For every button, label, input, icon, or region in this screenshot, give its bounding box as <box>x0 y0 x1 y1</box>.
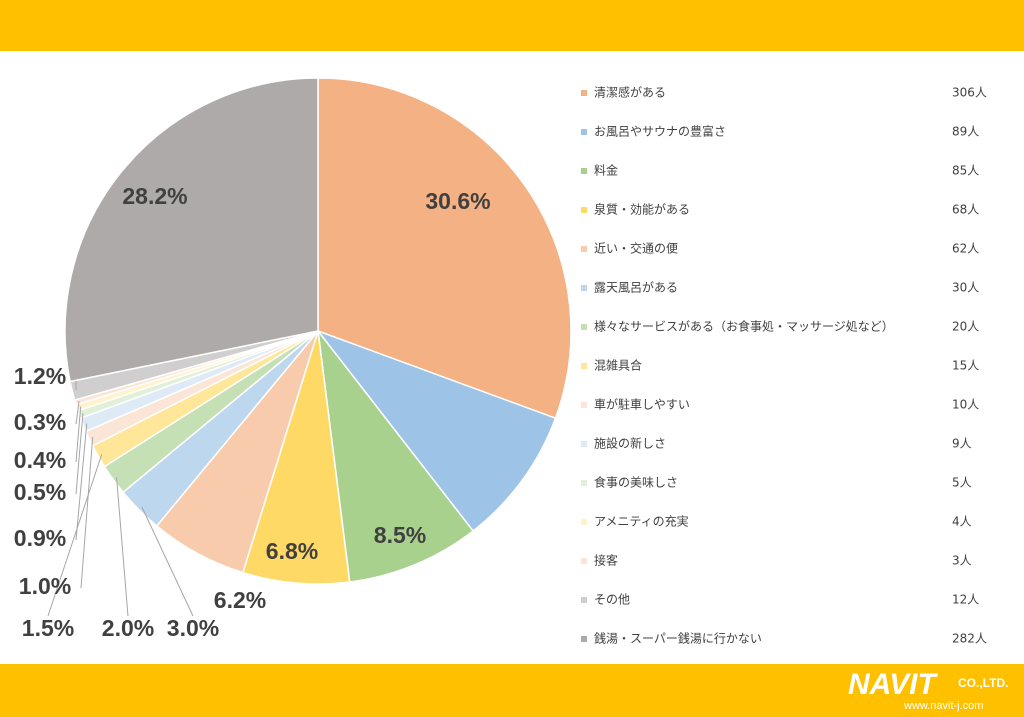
legend-count: 12人 <box>952 593 979 607</box>
logo-url: www.navit-j.com <box>903 700 983 712</box>
legend-label: その他 <box>594 593 630 607</box>
value-label: 0.3% <box>14 409 66 435</box>
legend-swatch <box>581 597 587 603</box>
value-label: 0.5% <box>14 479 66 505</box>
leader-line <box>116 477 129 617</box>
legend-label: お風呂やサウナの豊富さ <box>594 124 726 139</box>
legend-label: 施設の新しさ <box>594 436 666 451</box>
pie-slice <box>241 330 351 585</box>
value-label: 2.0% <box>102 615 154 641</box>
legend-swatch <box>581 168 587 174</box>
value-label: 0.4% <box>14 447 66 473</box>
leader-line <box>141 506 194 617</box>
value-label: 3.0% <box>167 615 219 641</box>
value-label: 0.9% <box>14 525 66 551</box>
legend-label: 混雑具合 <box>594 358 642 373</box>
legend-label: 露天風呂がある <box>594 280 678 295</box>
legend-label: 泉質・効能がある <box>594 202 690 217</box>
logo-name: NAVIT <box>848 668 938 701</box>
value-label: 30.6% <box>425 188 490 214</box>
logo-suffix: CO.,LTD. <box>958 676 1008 690</box>
value-label: 1.2% <box>14 363 66 389</box>
legend-count: 62人 <box>952 242 979 256</box>
leader-line <box>75 413 84 495</box>
legend-swatch <box>581 636 587 642</box>
legend-label: アメニティの充実 <box>594 514 689 529</box>
pie-slice <box>64 77 319 383</box>
legend-swatch <box>581 90 587 96</box>
legend-count: 68人 <box>952 203 979 217</box>
leader-line <box>75 401 80 425</box>
top-bar <box>0 0 1024 51</box>
legend-label: 食事の美味しさ <box>594 475 678 490</box>
pie-slice <box>316 328 475 583</box>
legend-swatch <box>581 480 587 486</box>
legend-label: 様々なサービスがある（お食事処・マッサージ処など） <box>594 319 894 334</box>
legend-count: 4人 <box>952 515 972 529</box>
legend-count: 9人 <box>952 437 972 451</box>
legend-swatch <box>581 402 587 408</box>
legend-count: 282人 <box>952 632 987 646</box>
legend-count: 10人 <box>952 398 979 412</box>
legend-label: 車が駐車しやすい <box>594 397 690 412</box>
legend-swatch <box>581 207 587 213</box>
legend-count: 3人 <box>952 554 972 568</box>
legend-label: 近い・交通の便 <box>594 241 678 256</box>
bottom-bar <box>0 664 1024 717</box>
pie-slice <box>315 329 557 532</box>
legend-swatch <box>581 246 587 252</box>
legend-count: 5人 <box>952 476 972 490</box>
value-label: 1.5% <box>22 615 74 641</box>
legend-count: 85人 <box>952 164 979 178</box>
legend-swatch <box>581 324 587 330</box>
legend-count: 306人 <box>952 86 987 100</box>
legend-swatch <box>581 129 587 135</box>
legend-label: 清潔感がある <box>594 85 666 100</box>
leader-line <box>47 454 103 617</box>
value-label: 8.5% <box>374 522 426 548</box>
legend-count: 15人 <box>952 359 979 373</box>
value-label: 28.2% <box>122 183 187 209</box>
legend-label: 料金 <box>594 163 618 178</box>
legend-label: 銭湯・スーパー銭湯に行かない <box>594 631 762 646</box>
value-label: 6.2% <box>214 587 266 613</box>
legend-count: 30人 <box>952 281 979 295</box>
leader-line <box>80 436 94 589</box>
legend-swatch <box>581 519 587 525</box>
value-label: 1.0% <box>19 573 71 599</box>
legend-count: 89人 <box>952 125 979 139</box>
legend-swatch <box>581 285 587 291</box>
legend-count: 20人 <box>952 320 979 334</box>
legend-swatch <box>581 558 587 564</box>
legend-swatch <box>581 363 587 369</box>
leader-line <box>75 423 88 541</box>
value-label: 6.8% <box>266 538 318 564</box>
pie-slice <box>317 77 572 420</box>
leader-line <box>75 406 82 463</box>
legend-swatch <box>581 441 587 447</box>
legend-label: 接客 <box>594 553 618 568</box>
